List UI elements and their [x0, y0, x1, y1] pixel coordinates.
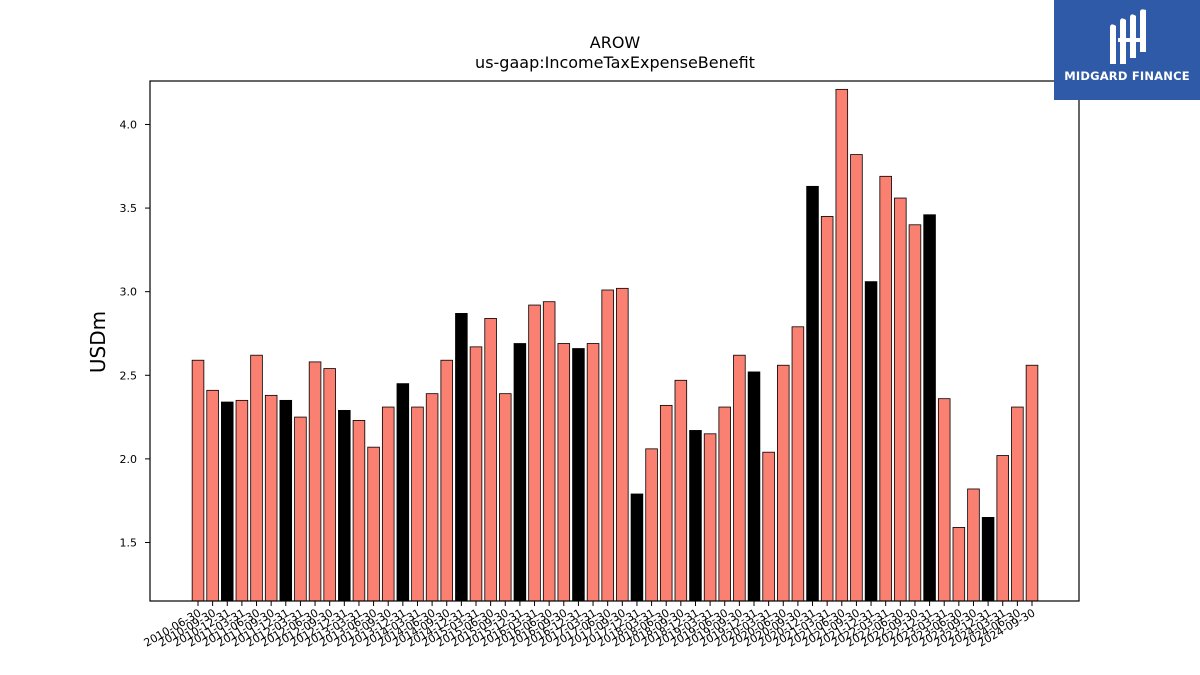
bar-2016-09-30 [557, 343, 571, 602]
bar-2018-06-30 [659, 404, 673, 602]
bar-2020-06-30 [777, 364, 790, 602]
bar-2022-12-31 [923, 214, 936, 602]
y-tick-label: 2.5 [120, 369, 138, 382]
bar-2010-09-30 [206, 389, 219, 602]
bar-2011-06-30 [250, 354, 263, 602]
bar-2023-12-31 [981, 517, 995, 602]
bar-2024-03-31 [996, 455, 1009, 602]
bar-2013-06-30 [367, 446, 380, 602]
bar-2018-03-31 [645, 448, 658, 602]
bar-2015-06-30 [484, 318, 497, 602]
bar-2010-06-30 [191, 359, 205, 602]
bar-2017-03-31 [586, 343, 600, 602]
bar-2019-12-31 [747, 371, 761, 602]
bar-2022-03-31 [879, 175, 892, 602]
bar-2019-06-30 [718, 406, 731, 602]
bar-2021-03-31 [820, 216, 834, 602]
bar-2020-03-31 [762, 451, 775, 602]
bar-2015-09-30 [499, 393, 512, 602]
bar-2014-03-31 [411, 406, 424, 602]
y-tick-label: 3.5 [120, 202, 138, 215]
bar-2010-12-31 [221, 401, 234, 602]
y-axis-ticks: 1.5 2.0 2.5 3.0 3.5 4.0 [120, 118, 150, 549]
y-axis-label: USDm [86, 311, 110, 373]
bar-2013-09-30 [381, 406, 395, 602]
bar-2011-03-31 [235, 399, 249, 602]
x-axis-ticks: 2010-06-302010-09-302010-12-312011-03-31… [142, 601, 1038, 650]
chart-subtitle: us-gaap:IncomeTaxExpenseBenefit [475, 53, 755, 72]
bar-2020-09-30 [791, 326, 805, 602]
bar-2012-12-31 [338, 409, 351, 602]
bar-2018-09-30 [674, 379, 688, 602]
bar-2021-09-30 [850, 154, 863, 602]
bar-2021-12-31 [864, 281, 878, 602]
bar-2017-06-30 [601, 289, 614, 602]
chart-title: AROW [590, 33, 641, 52]
bar-2017-12-31 [630, 493, 644, 602]
bar-2023-06-30 [952, 527, 966, 602]
bar-2014-12-31 [455, 313, 468, 602]
brand-logo: MIDGARD FINANCE [1054, 0, 1200, 100]
bar-2023-09-30 [967, 488, 980, 602]
bar-2022-06-30 [894, 197, 907, 602]
bar-2015-12-31 [513, 343, 527, 602]
bar-2018-12-31 [689, 430, 702, 602]
bar-2013-03-31 [352, 420, 366, 602]
bar-2011-09-30 [264, 394, 278, 602]
bar-2015-03-31 [469, 346, 483, 602]
y-tick-label: 3.0 [120, 286, 138, 299]
y-tick-label: 1.5 [120, 536, 138, 549]
y-tick-label: 4.0 [120, 118, 138, 131]
bar-2016-06-30 [542, 301, 556, 602]
bar-2024-06-30 [1011, 406, 1024, 602]
bar-2014-06-30 [425, 393, 439, 602]
bar-2012-09-30 [323, 368, 336, 602]
bar-2021-06-30 [835, 88, 849, 602]
bars-group [191, 88, 1039, 602]
bar-2012-06-30 [308, 361, 322, 602]
midgard-logo-icon [1110, 9, 1146, 64]
bar-2019-09-30 [733, 354, 746, 602]
bar-2013-12-31 [396, 383, 410, 602]
bar-2022-09-30 [908, 224, 922, 602]
bar-2014-09-30 [440, 359, 453, 602]
bar-2016-12-31 [572, 348, 585, 602]
bar-2024-09-30 [1025, 364, 1039, 602]
bar-2012-03-31 [294, 416, 307, 602]
plot-frame [149, 80, 1080, 602]
bar-2017-09-30 [616, 287, 629, 602]
bar-2023-03-31 [937, 398, 951, 602]
brand-name: MIDGARD FINANCE [1064, 69, 1190, 83]
bar-2019-03-31 [703, 433, 717, 602]
bar-2016-03-31 [528, 304, 541, 602]
bar-2020-12-31 [806, 185, 819, 602]
y-tick-label: 2.0 [120, 453, 138, 466]
bar-2011-12-31 [279, 399, 293, 602]
